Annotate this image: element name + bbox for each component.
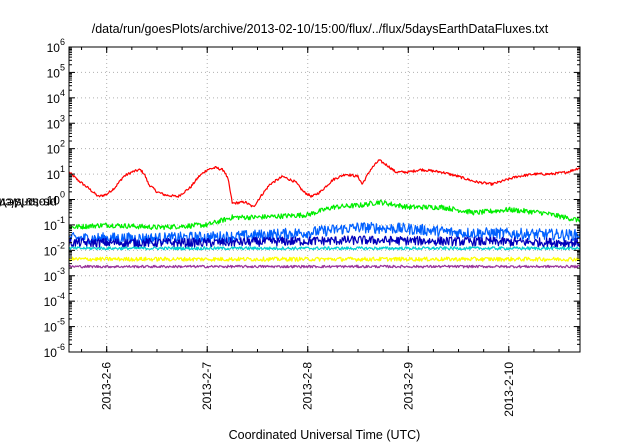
y-tick-label: 103 — [47, 113, 65, 131]
x-tick-label: 2013-2-10 — [502, 362, 516, 417]
y-tick-label: 106 — [47, 37, 65, 55]
y-tick-label: 104 — [47, 88, 65, 106]
y-tick-label: 10-4 — [44, 291, 65, 309]
x-tick-label: 2013-2-6 — [100, 362, 114, 410]
series-lines — [68, 159, 581, 269]
grid-lines — [69, 47, 580, 352]
series-line-2 — [68, 221, 581, 245]
axis-ticks: 10-6 10-5 10-4 10-3 10-2 10-1 100 101 102 103 104 1… — [44, 37, 580, 417]
y-tick-label: 10-1 — [44, 215, 65, 233]
x-tick-label: 2013-2-9 — [401, 362, 415, 410]
series-line-4 — [68, 246, 581, 251]
series-line-6 — [68, 264, 581, 269]
y-tick-label: 102 — [47, 139, 65, 157]
x-axis-label: Coordinated Universal Time (UTC) — [228, 428, 421, 442]
y-tick-label: 101 — [47, 164, 65, 182]
series-line-5 — [68, 256, 581, 262]
y-tick-label: 10-6 — [44, 342, 65, 360]
chart-title: /data/run/goesPlots/archive/2013-02-10/1… — [91, 22, 549, 36]
series-line-0 — [68, 159, 581, 208]
series-line-3 — [68, 235, 581, 248]
y-tick-label: 10-2 — [44, 240, 65, 258]
x-tick-label: 2013-2-7 — [200, 362, 214, 410]
y-tick-label: 10-3 — [44, 266, 65, 284]
x-tick-label: 2013-2-8 — [301, 362, 315, 410]
y-tick-label: 10-5 — [44, 317, 65, 335]
y-tick-label: 105 — [47, 62, 65, 80]
y-tick-label: 100 — [47, 190, 65, 208]
series-line-1 — [68, 199, 581, 231]
